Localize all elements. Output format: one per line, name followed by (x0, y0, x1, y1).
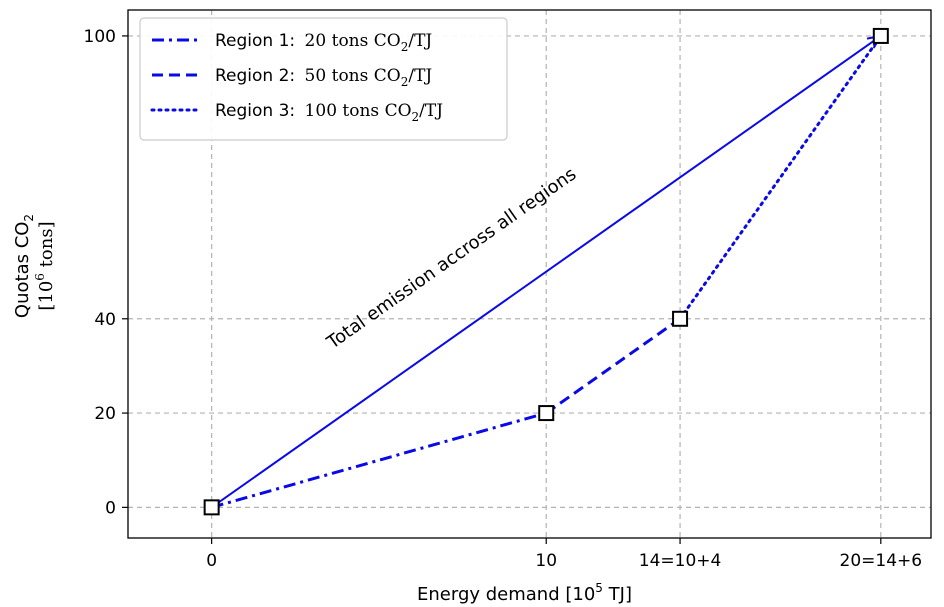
ticks: 0 10 14=10+4 20=14+6 0 20 40 100 (84, 27, 923, 571)
x-tick-label: 20=14+6 (840, 551, 923, 571)
legend-rate-sub: 2 (412, 110, 420, 124)
markers (203, 27, 889, 516)
legend-rate-unit: tons CO (332, 66, 401, 86)
legend-series-name: Region 3: (215, 101, 295, 121)
series-line-region-1 (211, 411, 547, 509)
axis-titles: Energy demand [105 TJ] Quotas CO2[106 ton… (12, 214, 632, 605)
total-emission-arrow-line (211, 35, 882, 509)
legend-rate-sub: 2 (401, 75, 409, 89)
y-axis-title-line-1: Quotas CO2 (12, 214, 36, 318)
legend-entry-region-3: Region 3: 100 tons CO2/TJ (215, 101, 443, 124)
y-tick-label: 40 (94, 310, 116, 330)
x-axis-title-sup: 5 (595, 581, 603, 595)
legend-rate-value: 50 (299, 66, 331, 86)
legend-box (139, 17, 508, 141)
data-point-marker (203, 499, 220, 516)
y-tick-label: 0 (105, 498, 116, 518)
total-emission-label: Total emission accross all regions (322, 164, 580, 354)
legend-series-name: Region 1: (215, 31, 295, 51)
x-tick-label: 0 (206, 551, 217, 571)
data-point-marker (538, 405, 555, 422)
plot-frame (127, 9, 932, 539)
legend-entry-region-1: Region 1: 20 tons CO2/TJ (215, 31, 432, 54)
y-axis-title-line-2: [106 tons] (33, 221, 57, 310)
legend-rate-unit: tons CO (342, 101, 411, 121)
data-point-marker (872, 27, 889, 44)
x-tick-label: 10 (535, 551, 557, 571)
y-tick-label: 20 (94, 404, 116, 424)
x-tick-label: 14=10+4 (639, 551, 722, 571)
y-tick-label: 100 (84, 27, 116, 47)
legend-rate-value: 100 (299, 101, 342, 121)
x-axis-title-suffix: TJ] (603, 584, 632, 605)
legend-rate-unit: tons CO (332, 31, 401, 51)
legend-rate-tail: /TJ (419, 101, 443, 121)
legend-rate-value: 20 (299, 31, 331, 51)
x-axis-title-text: Energy demand [10 (417, 584, 595, 605)
data-point-marker (672, 310, 689, 327)
series-line-region-2 (545, 317, 681, 415)
legend-rate-tail: /TJ (408, 31, 432, 51)
series-line-region-3 (678, 34, 883, 321)
legend-rate-sub: 2 (401, 40, 409, 54)
annotations: Total emission accross all regions (322, 164, 580, 354)
legend-rate-tail: /TJ (408, 66, 432, 86)
legend-series-name: Region 2: (215, 66, 295, 86)
legend-entry-region-2: Region 2: 50 tons CO2/TJ (215, 66, 432, 89)
series (211, 34, 883, 509)
grid (128, 10, 931, 538)
x-axis-title: Energy demand [105 TJ] (417, 581, 632, 605)
